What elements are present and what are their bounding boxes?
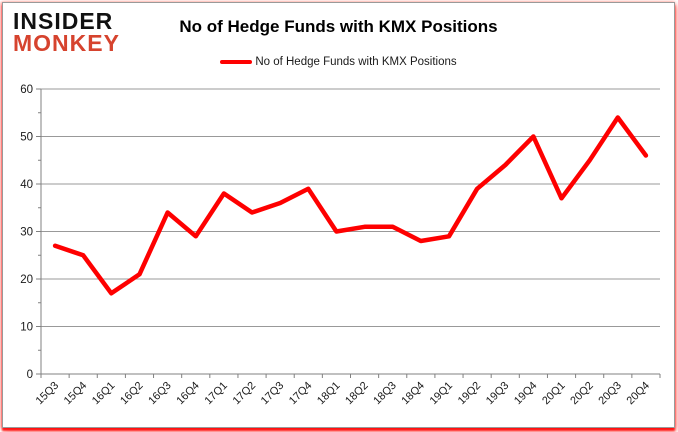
x-axis-label: 15Q3 (34, 380, 62, 408)
x-axis-label: 18Q2 (343, 380, 371, 408)
x-axis-label: 18Q4 (399, 380, 427, 408)
series-line (52, 115, 649, 296)
x-axis-label: 20Q4 (625, 380, 653, 408)
x-axis-label: 16Q3 (146, 380, 174, 408)
x-axis-label: 18Q3 (371, 380, 399, 408)
x-axis-label: 19Q3 (484, 380, 512, 408)
x-axis-label: 19Q2 (456, 380, 484, 408)
x-axis-label: 17Q2 (231, 380, 259, 408)
y-axis-label: 10 (20, 322, 33, 334)
x-axis-label: 19Q1 (428, 380, 456, 408)
x-axis-label: 20Q3 (596, 380, 624, 408)
logo-monkey-text: MONKEY (13, 29, 120, 56)
x-axis-label: 20Q1 (540, 380, 568, 408)
y-axis-label: 0 (27, 369, 33, 381)
y-axis-label: 50 (20, 132, 33, 144)
x-axis-label: 15Q4 (62, 380, 90, 408)
x-axis-label: 20Q2 (568, 380, 596, 408)
y-axis-label: 60 (20, 84, 33, 96)
x-axis-label: 16Q4 (174, 380, 202, 408)
insider-monkey-chart-widget: INSIDER MONKEY No of Hedge Funds with KM… (2, 2, 675, 428)
insider-monkey-logo: INSIDER MONKEY (13, 7, 120, 56)
y-axis-label: 40 (20, 179, 33, 191)
x-axis-label: 16Q1 (90, 380, 118, 408)
x-axis-label: 17Q1 (202, 380, 230, 408)
x-axis-label: 17Q4 (287, 380, 315, 408)
chart-legend: No of Hedge Funds with KMX Positions (3, 56, 674, 68)
legend-line-swatch (220, 60, 253, 64)
x-axis-label: 19Q4 (512, 380, 540, 408)
logo-insider-text: INSIDER (13, 7, 114, 35)
x-axis-label: 17Q3 (259, 380, 287, 408)
x-axis-label: 18Q1 (315, 380, 343, 408)
x-axis-label: 16Q2 (118, 380, 146, 408)
chart-title: No of Hedge Funds with KMX Positions (179, 17, 498, 36)
legend-label: No of Hedge Funds with KMX Positions (255, 56, 457, 68)
y-axis-label: 30 (20, 227, 33, 239)
y-axis-label: 20 (20, 274, 33, 286)
